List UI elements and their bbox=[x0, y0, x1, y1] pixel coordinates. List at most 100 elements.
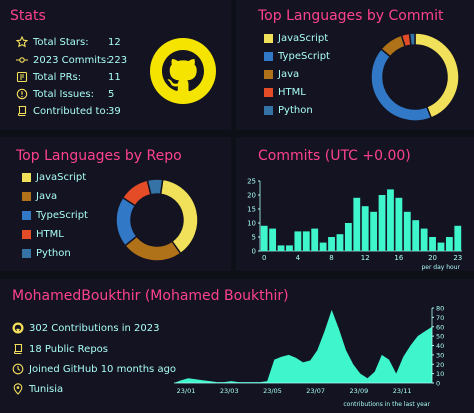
profile-row-location: Tunisia bbox=[12, 383, 63, 395]
commits-bar-hour-4 bbox=[294, 231, 302, 251]
lang-repo-legend-swatch-html bbox=[22, 230, 31, 239]
repo-icon bbox=[13, 343, 23, 355]
commits-y-tick-5: 5 bbox=[252, 234, 256, 242]
lang-repo-legend-item-python: Python bbox=[22, 248, 71, 259]
contributions-y-tick-30: 30 bbox=[436, 351, 444, 359]
contributions-y-tick-80: 80 bbox=[436, 305, 444, 313]
profile-row-repos: 18 Public Repos bbox=[12, 343, 108, 355]
contributions-x-tick-23-09: 23/09 bbox=[350, 387, 369, 395]
commits-y-tick-0: 0 bbox=[252, 248, 256, 256]
lang-commit-legend-item-html: HTML bbox=[264, 87, 306, 98]
lang-repo-legend-label-javascript: JavaScript bbox=[36, 172, 87, 183]
stat-label-commits: 2023 Commits: bbox=[33, 54, 110, 66]
commits-x-tick-12: 12 bbox=[361, 254, 370, 262]
profile-card: MohamedBoukthir (Mohamed Boukthir) 302 C… bbox=[0, 279, 474, 413]
lang-commit-legend-label-javascript: JavaScript bbox=[278, 33, 329, 44]
contributions-y-tick-40: 40 bbox=[436, 342, 444, 350]
lang-repo-legend-label-html: HTML bbox=[36, 229, 64, 240]
lang-repo-slice-python bbox=[146, 178, 164, 196]
pull-request-icon bbox=[16, 71, 28, 83]
stat-label-issues: Total Issues: bbox=[33, 88, 94, 100]
lang-repo-donut-chart bbox=[115, 178, 199, 262]
lang-commit-legend-label-typescript: TypeScript bbox=[278, 51, 330, 62]
commits-bar-hour-22 bbox=[445, 237, 453, 251]
commits-x-tick-20: 20 bbox=[428, 254, 437, 262]
lang-repo-legend-swatch-typescript bbox=[22, 211, 31, 220]
lang-commit-legend-swatch-java bbox=[264, 70, 273, 79]
commits-x-tick-8: 8 bbox=[329, 254, 333, 262]
lang-repo-legend-swatch-javascript bbox=[22, 173, 31, 182]
stat-row-stars: Total Stars: bbox=[16, 36, 89, 48]
profile-row-joined: Joined GitHub 10 months ago bbox=[12, 363, 176, 375]
stat-value-commits: 223 bbox=[108, 55, 128, 66]
lang-repo-legend-item-html: HTML bbox=[22, 229, 64, 240]
contributions-x-tick-23-03: 23/03 bbox=[220, 387, 239, 395]
stat-value-prs: 11 bbox=[108, 72, 121, 83]
lang-commit-donut-chart bbox=[370, 32, 460, 122]
profile-title: MohamedBoukthir (Mohamed Boukthir) bbox=[12, 288, 289, 304]
contributions-y-tick-10: 10 bbox=[436, 370, 444, 378]
contributions-y-tick-70: 70 bbox=[436, 314, 444, 322]
commits-title: Commits (UTC +0.00) bbox=[258, 148, 411, 164]
commits-y-tick-10: 10 bbox=[247, 220, 256, 228]
commits-x-tick-16: 16 bbox=[394, 254, 403, 262]
stats-title: Stats bbox=[10, 8, 46, 24]
commits-bar-hour-1 bbox=[269, 228, 277, 251]
stat-label-prs: Total PRs: bbox=[33, 71, 82, 83]
lang-repo-legend-label-python: Python bbox=[36, 248, 71, 259]
commits-bar-hour-10 bbox=[344, 223, 352, 251]
contributions-y-tick-20: 20 bbox=[436, 361, 444, 369]
commits-bar-hour-5 bbox=[302, 231, 310, 251]
lang-commit-slice-python bbox=[408, 32, 416, 47]
contributions-y-tick-60: 60 bbox=[436, 323, 444, 331]
lang-commit-legend-label-java: Java bbox=[278, 69, 300, 80]
commits-bar-hour-15 bbox=[387, 189, 394, 251]
lang-commit-legend-swatch-javascript bbox=[264, 34, 273, 43]
commits-bar-hour-16 bbox=[395, 197, 403, 251]
lang-commit-legend-item-python: Python bbox=[264, 105, 313, 116]
contributions-x-tick-23-07: 23/07 bbox=[306, 387, 325, 395]
profile-contributions: 302 Contributions in 2023 bbox=[29, 322, 160, 334]
commits-bar-hour-6 bbox=[311, 228, 319, 251]
commits-x-tick-23: 23 bbox=[453, 254, 462, 262]
stat-value-contributed: 39 bbox=[108, 106, 121, 117]
commits-x-tick-4: 4 bbox=[296, 254, 301, 262]
commits-bar-hour-8 bbox=[328, 237, 335, 251]
clock-icon bbox=[12, 363, 24, 375]
lang-commit-legend-swatch-python bbox=[264, 106, 273, 115]
lang-repo-legend-item-javascript: JavaScript bbox=[22, 172, 86, 183]
commits-bar-hour-9 bbox=[336, 234, 344, 251]
commits-bar-hour-14 bbox=[378, 195, 386, 251]
profile-public-repos: 18 Public Repos bbox=[29, 343, 109, 355]
stat-label-stars: Total Stars: bbox=[33, 36, 89, 48]
contributions-x-tick-23-11: 23/11 bbox=[393, 387, 412, 395]
stat-row-commits: 2023 Commits: bbox=[16, 54, 110, 66]
lang-commit-legend-label-html: HTML bbox=[278, 87, 306, 98]
lang-repo-legend-label-typescript: TypeScript bbox=[36, 210, 88, 221]
commits-bar-hour-20 bbox=[429, 237, 436, 251]
commits-bar-hour-19 bbox=[420, 228, 428, 251]
commit-icon bbox=[16, 57, 28, 63]
lang-repo-title: Top Languages by Repo bbox=[16, 148, 182, 164]
stat-row-prs: Total PRs: bbox=[16, 71, 81, 83]
contributions-y-tick-0: 0 bbox=[436, 380, 440, 388]
stat-row-contributed: Contributed to: bbox=[16, 105, 109, 117]
lang-commit-legend-label-python: Python bbox=[278, 105, 313, 116]
lang-repo-legend-swatch-python bbox=[22, 249, 31, 258]
stat-label-contributed: Contributed to: bbox=[33, 105, 109, 117]
location-icon bbox=[13, 383, 23, 395]
lang-commit-legend-swatch-typescript bbox=[264, 52, 273, 61]
github-octocat-logo bbox=[150, 38, 216, 104]
lang-commit-legend-item-typescript: TypeScript bbox=[264, 51, 330, 62]
contributions-x-tick-23-01: 23/01 bbox=[177, 387, 196, 395]
commits-bar-hour-23 bbox=[454, 225, 462, 251]
contributions-y-tick-50: 50 bbox=[436, 333, 444, 341]
lang-commit-slice-typescript bbox=[370, 47, 433, 122]
commits-bar-hour-2 bbox=[277, 245, 285, 251]
lang-repo-legend-label-java: Java bbox=[36, 191, 58, 202]
lang-repo-legend-item-java: Java bbox=[22, 191, 57, 202]
commits-x-axis-label: per day hour bbox=[421, 264, 460, 271]
contributions-x-axis-label: contributions in the last year bbox=[343, 401, 430, 408]
repo-icon bbox=[17, 105, 27, 117]
lang-commit-title: Top Languages by Commit bbox=[258, 8, 444, 24]
